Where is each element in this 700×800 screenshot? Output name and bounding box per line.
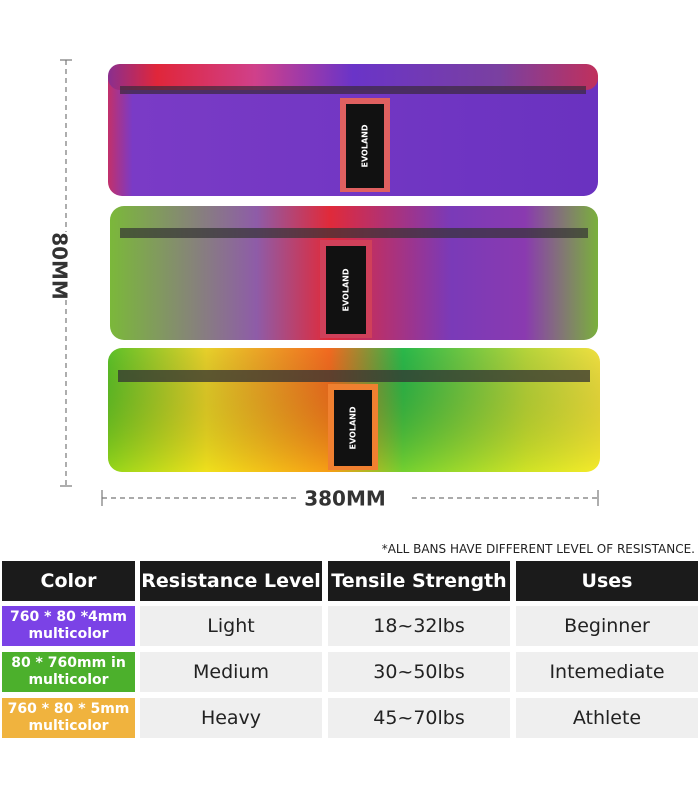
band-inner <box>118 370 590 382</box>
band-rim <box>108 64 598 90</box>
table-cell: 30~50lbs <box>328 652 510 692</box>
logo-text: EVOLAND <box>342 268 351 311</box>
table-cell: 45~70lbs <box>328 698 510 738</box>
color-cell: 760 * 80 * 5mm multicolor <box>2 698 135 738</box>
logo-tag <box>334 390 372 466</box>
table-cell: Heavy <box>140 698 322 738</box>
logo-text: EVOLAND <box>361 124 370 167</box>
dimension-lines <box>60 59 599 506</box>
table-cell: Light <box>140 606 322 646</box>
length-label: 380MM <box>304 487 386 511</box>
header-cell: Color <box>2 561 135 601</box>
band-inner <box>120 86 586 94</box>
table-cell: Beginner <box>516 606 698 646</box>
header-cell: Uses <box>516 561 698 601</box>
color-cell: 760 * 80 *4mm multicolor <box>2 606 135 646</box>
logo-text: EVOLAND <box>349 406 358 449</box>
table-cell: Medium <box>140 652 322 692</box>
band-inner <box>120 228 588 238</box>
color-cell: 80 * 760mm in multicolor <box>2 652 135 692</box>
logo-tag <box>346 104 384 188</box>
logo-tag <box>326 246 366 334</box>
table-cell: 18~32lbs <box>328 606 510 646</box>
table-cell: Athlete <box>516 698 698 738</box>
height-label: 80MM <box>48 232 72 300</box>
header-cell: Tensile Strength <box>328 561 510 601</box>
note: *ALL BANS HAVE DIFFERENT LEVEL OF RESIST… <box>381 542 695 556</box>
product-image: EVOLAND EVOLAND EVOLAND 80MM 380MM <box>48 59 600 511</box>
header-cell: Resistance Level <box>140 561 322 601</box>
table-cell: Intemediate <box>516 652 698 692</box>
